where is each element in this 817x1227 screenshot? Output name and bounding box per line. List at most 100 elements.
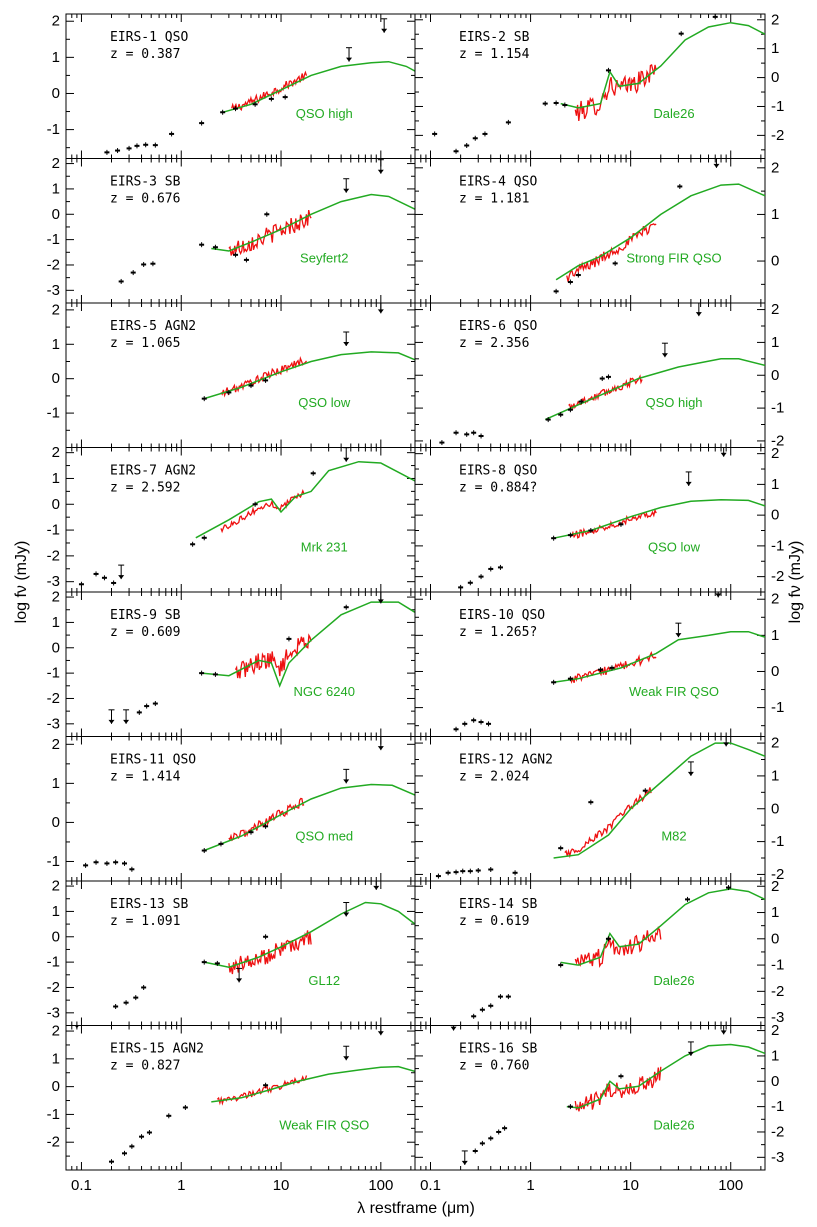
template-curve — [553, 499, 765, 539]
photometry-point — [551, 679, 557, 685]
photometry-point — [612, 260, 618, 266]
upper-limit-head — [720, 452, 727, 457]
panel-template-label: Dale26 — [653, 106, 694, 121]
y-tick-label: -1 — [771, 833, 784, 850]
photometry-point — [575, 272, 581, 278]
panel-object-label: EIRS-12 AGN2 — [459, 753, 553, 768]
plot-area — [471, 885, 765, 1019]
photometry-point — [101, 575, 107, 581]
photometry-point — [129, 1143, 135, 1149]
panel-redshift-label: z = 1.265? — [459, 625, 537, 640]
photometry-point — [199, 670, 205, 676]
photometry-point — [567, 1104, 573, 1110]
panel-5: -1 0 1 2 EIRS-5 AGN2 z = 1.065 QSO low — [47, 301, 416, 448]
panel-object-label: EIRS-8 QSO — [459, 464, 537, 479]
photometry-point — [130, 270, 136, 276]
upper-limit-arrow — [687, 761, 694, 776]
y-tick-label: 1 — [52, 775, 60, 792]
y-axis-label-left: log fν (mJy) — [13, 541, 30, 624]
photometry-point — [252, 101, 258, 107]
y-tick-label: 0 — [52, 928, 60, 945]
panel-template-label: Dale26 — [653, 1118, 694, 1133]
template-curve — [204, 901, 415, 968]
panel-template-label: GL12 — [308, 973, 340, 988]
upper-limit-arrow — [377, 736, 384, 751]
upper-limit-arrow — [715, 592, 722, 598]
photometry-point — [139, 1134, 145, 1140]
y-tick-label: 0 — [52, 85, 60, 102]
y-tick-label: 0 — [52, 814, 60, 831]
y-tick-label: 0 — [771, 663, 779, 680]
photometry-point — [453, 430, 459, 436]
panel-1: -1 0 1 2 EIRS-1 QSO z = 0.387 QSO high — [47, 13, 416, 159]
photometry-point — [462, 721, 468, 727]
y-tick-label: 1 — [52, 903, 60, 920]
panel-14: -3 -2 -1 0 1 2 EIRS-14 SB z = 0.619 Dale26 — [414, 878, 784, 1026]
photometry-point — [479, 1007, 485, 1013]
y-tick-label: 0 — [52, 370, 60, 387]
upper-limit-head — [675, 633, 682, 638]
photometry-point — [152, 701, 158, 707]
upper-limit-arrow — [685, 471, 692, 486]
y-tick-label: 0 — [52, 639, 60, 656]
photometry-point — [605, 67, 611, 73]
panel-object-label: EIRS-7 AGN2 — [110, 464, 196, 479]
upper-limit-arrow — [343, 447, 350, 462]
observed-spectrum — [228, 209, 312, 256]
upper-limit-arrow — [377, 303, 384, 314]
photometry-point — [558, 845, 564, 851]
template-curve — [560, 888, 765, 966]
observed-spectrum — [228, 930, 312, 975]
photometry-point — [497, 994, 503, 1000]
upper-limit-head — [236, 978, 243, 983]
panel-object-label: EIRS-11 QSO — [110, 753, 196, 768]
y-tick-label: 1 — [771, 1047, 779, 1064]
panel-template-label: Weak FIR QSO — [279, 1118, 369, 1133]
upper-limit-head — [381, 28, 388, 33]
photometry-point — [478, 574, 484, 580]
photometry-point — [467, 580, 473, 586]
upper-limit-arrow — [723, 736, 730, 747]
template-curve — [195, 460, 415, 539]
observed-spectrum — [231, 70, 308, 112]
y-tick-label: 2 — [52, 736, 60, 753]
panel-10: -1 0 1 2 EIRS-10 QSO z = 1.265? Weak FIR QSO — [414, 591, 784, 737]
upper-limit-arrow — [123, 709, 130, 724]
photometry-point — [129, 866, 135, 872]
panel-object-label: EIRS-3 SB — [110, 175, 181, 190]
y-tick-label: -3 — [47, 715, 60, 732]
panel-template-label: Mrk 231 — [301, 540, 348, 555]
panel-template-label: QSO high — [645, 395, 702, 410]
photometry-point — [496, 1129, 502, 1135]
plot-area — [439, 303, 765, 446]
template-curve — [203, 351, 415, 400]
template-curve — [201, 601, 415, 688]
y-tick-label: 1 — [52, 470, 60, 487]
plot-area — [118, 159, 415, 284]
y-tick-label: 2 — [52, 444, 60, 461]
y-tick-label: -2 — [47, 690, 60, 707]
upper-limit-head — [123, 719, 130, 724]
photometry-point — [562, 102, 568, 108]
photometry-point — [248, 829, 254, 835]
plot-area — [78, 447, 415, 587]
photometry-point — [134, 143, 140, 149]
upper-limit-arrow — [74, 1025, 79, 1029]
y-tick-label: -1 — [47, 853, 60, 870]
upper-limit-head — [108, 719, 115, 724]
panel-redshift-label: z = 1.065 — [110, 336, 180, 351]
y-tick-label: 2 — [52, 1023, 60, 1040]
panel-object-label: EIRS-5 AGN2 — [110, 319, 196, 334]
photometry-point — [598, 667, 604, 673]
upper-limit-head — [377, 599, 384, 604]
panel-template-label: QSO high — [296, 106, 353, 121]
panel-redshift-label: z = 0.827 — [110, 1059, 180, 1074]
photometry-point — [233, 252, 239, 258]
y-tick-label: -1 — [771, 98, 784, 115]
y-tick-label: -1 — [47, 231, 60, 248]
panel-redshift-label: z = 1.414 — [110, 770, 181, 785]
upper-limit-head — [346, 57, 353, 62]
upper-limit-head — [377, 1031, 384, 1036]
photometry-point — [201, 848, 207, 854]
photometry-point — [212, 244, 218, 250]
